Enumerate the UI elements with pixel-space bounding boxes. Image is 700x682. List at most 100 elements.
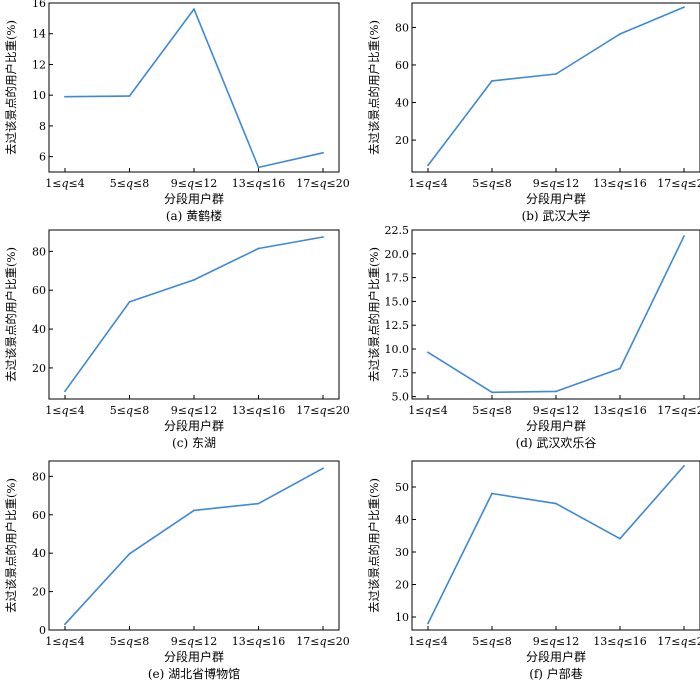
chart-panel: 20 40 60 80 1≤q≤4 5≤q≤8 9≤q≤12 13≤q≤16 17≤q≤20 分段…: [4, 229, 350, 450]
x-tick-label: 13≤q≤16: [593, 404, 646, 417]
x-tick-label: 1≤q≤4: [45, 177, 84, 190]
x-tick-label: 9≤q≤12: [171, 404, 217, 417]
y-axis-title: 去过该景点的用户比重(%): [4, 20, 18, 155]
y-tick-label: 40: [32, 323, 46, 336]
y-tick-label: 20: [395, 134, 409, 147]
chart-panel: 5.0 7.5 10.0 12.5 15.0 17.5 20.0 22.5 1≤q≤4 5≤q≤8…: [367, 224, 700, 450]
series-line: [64, 236, 324, 392]
y-tick-label: 8: [39, 120, 46, 133]
x-axis-title: 分段用户群: [526, 418, 586, 433]
x-tick-label: 9≤q≤12: [533, 177, 579, 190]
y-axis-title: 去过该景点的用户比重(%): [367, 478, 381, 613]
plot-area-frame: [411, 2, 700, 173]
x-tick-label: 1≤q≤4: [408, 177, 447, 190]
x-tick-label: 17≤q≤20: [296, 635, 349, 648]
x-tick-label: 9≤q≤12: [171, 177, 217, 190]
x-tick-label: 5≤q≤8: [110, 404, 149, 417]
y-tick-label: 14: [32, 28, 46, 41]
y-tick-label: 7.5: [392, 367, 410, 380]
data-point: [619, 33, 621, 35]
data-point: [619, 367, 621, 370]
x-tick-label: 17≤q≤20: [296, 404, 349, 417]
data-point: [193, 8, 195, 11]
data-point: [322, 467, 324, 470]
x-tick-label: 5≤q≤8: [472, 635, 511, 648]
x-tick-label: 13≤q≤16: [593, 635, 646, 648]
panel-caption: (d) 武汉欢乐谷: [516, 435, 597, 450]
y-tick-label: 16: [32, 0, 46, 10]
y-axis-title: 去过该景点的用户比重(%): [4, 247, 18, 382]
x-tick-label: 9≤q≤12: [533, 404, 579, 417]
chart-panel: 0 20 40 60 80 1≤q≤4 5≤q≤8 9≤q≤12 13≤q≤16 17≤q≤20 分…: [4, 460, 350, 681]
panel-caption: (b) 武汉大学: [522, 208, 591, 223]
data-point: [128, 552, 131, 555]
x-tick-label: 17≤q≤20: [657, 177, 700, 190]
chart-panel: 10 20 30 40 50 1≤q≤4 5≤q≤8 9≤q≤12 13≤q≤16 17≤q≤20…: [367, 460, 700, 681]
data-point: [683, 464, 685, 467]
y-tick-label: 80: [32, 470, 46, 483]
x-tick-label: 13≤q≤16: [232, 177, 285, 190]
x-tick-label: 17≤q≤20: [657, 635, 700, 648]
x-tick-label: 13≤q≤16: [593, 177, 646, 190]
x-tick-label: 13≤q≤16: [232, 404, 285, 417]
series-line: [427, 465, 685, 624]
y-tick-label: 12.5: [385, 319, 410, 332]
plot-area-frame: [411, 229, 700, 400]
data-point: [427, 622, 429, 625]
data-point: [555, 390, 557, 393]
data-point: [322, 151, 324, 154]
y-tick-label: 20: [395, 579, 409, 592]
y-tick-label: 17.5: [385, 272, 410, 285]
x-tick-label: 9≤q≤12: [171, 635, 217, 648]
y-axis-title: 去过该景点的用户比重(%): [367, 247, 381, 382]
data-point: [683, 6, 685, 9]
data-point: [555, 73, 557, 75]
data-point: [64, 390, 66, 393]
y-tick-label: 6: [39, 151, 46, 164]
x-axis-title: 分段用户群: [526, 649, 586, 664]
data-point: [491, 80, 493, 82]
x-tick-label: 5≤q≤8: [472, 177, 511, 190]
x-axis-title: 分段用户群: [164, 418, 224, 433]
plot-area-frame: [48, 460, 340, 631]
data-point: [257, 247, 260, 250]
data-point: [193, 279, 195, 281]
plot-area-frame: [48, 229, 340, 400]
y-tick-label: 50: [395, 481, 409, 494]
y-tick-label: 80: [395, 21, 409, 34]
y-tick-label: 60: [32, 509, 46, 522]
series-line: [427, 235, 685, 394]
plot-area-frame: [411, 460, 700, 631]
x-tick-label: 1≤q≤4: [45, 635, 84, 648]
panel-caption: (a) 黄鹤楼: [166, 208, 222, 223]
data-point: [322, 236, 324, 238]
y-tick-label: 20.0: [385, 248, 410, 261]
x-tick-label: 5≤q≤8: [110, 177, 149, 190]
data-point: [64, 623, 66, 626]
y-tick-label: 20: [32, 586, 46, 599]
y-tick-label: 40: [395, 97, 409, 110]
y-tick-label: 20: [32, 362, 46, 375]
chart-panel: 20 40 60 80 1≤q≤4 5≤q≤8 9≤q≤12 13≤q≤16 17≤q≤20 分段…: [367, 2, 700, 223]
x-tick-label: 5≤q≤8: [472, 404, 511, 417]
y-tick-label: 40: [395, 514, 409, 527]
y-tick-label: 0: [39, 624, 46, 637]
panel-caption: (e) 湖北省博物馆: [148, 666, 240, 681]
chart-panel: 6 8 10 12 14 16 1≤q≤4 5≤q≤8 9≤q≤12 13≤q≤16 17≤q≤20…: [4, 0, 350, 223]
panel-caption: (c) 东湖: [172, 435, 216, 450]
x-tick-label: 1≤q≤4: [408, 404, 447, 417]
y-tick-label: 15.0: [385, 295, 410, 308]
data-point: [683, 235, 685, 238]
data-point: [257, 502, 260, 505]
data-point: [257, 166, 260, 169]
x-tick-label: 13≤q≤16: [232, 635, 285, 648]
x-tick-label: 17≤q≤20: [296, 177, 349, 190]
data-point: [64, 95, 66, 98]
data-point: [128, 300, 131, 303]
series-line: [427, 6, 685, 166]
y-tick-label: 22.5: [385, 224, 410, 237]
series-line: [64, 467, 324, 625]
data-point: [193, 509, 195, 512]
data-point: [555, 502, 557, 505]
